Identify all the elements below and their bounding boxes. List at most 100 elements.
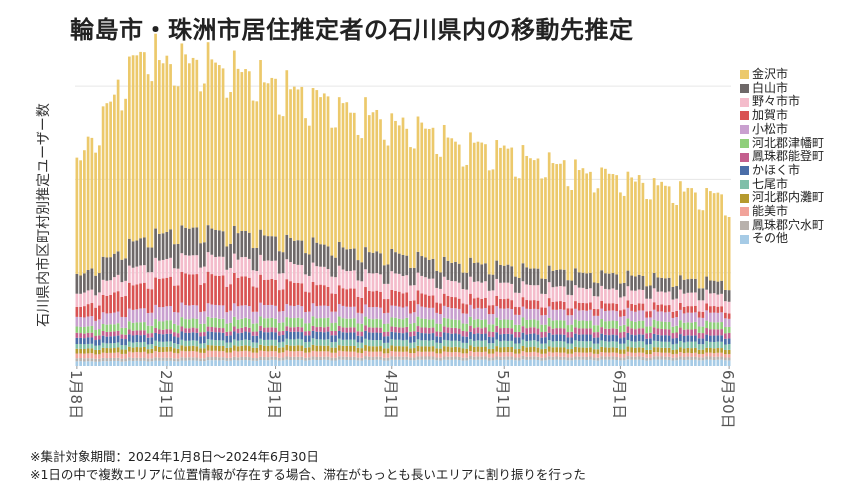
bar-segment <box>540 324 544 333</box>
bar-segment <box>244 360 247 366</box>
bar-segment <box>420 327 424 334</box>
bar-segment <box>420 333 424 341</box>
bar-segment <box>634 356 637 360</box>
bar-segment <box>330 357 334 361</box>
bar-segment <box>240 318 244 328</box>
bar-segment <box>664 341 667 348</box>
bar-segment <box>131 342 135 348</box>
bar-segment <box>450 138 454 263</box>
bar-segment <box>187 332 191 341</box>
bar-segment <box>409 331 412 337</box>
bar-segment <box>390 356 394 360</box>
bar-segment <box>574 340 577 347</box>
bar-segment <box>131 55 135 242</box>
bar-segment <box>146 288 150 313</box>
bar-segment <box>487 349 491 354</box>
bar-segment <box>277 322 281 332</box>
bar-segment <box>379 291 382 308</box>
bar-segment <box>656 341 660 348</box>
bar-segment <box>247 258 251 278</box>
bar-segment <box>671 354 675 358</box>
bar-segment <box>124 280 127 297</box>
bar-segment <box>487 274 491 291</box>
bar-segment <box>154 360 157 366</box>
bar-segment <box>566 332 570 338</box>
bar-segment <box>202 242 206 267</box>
bar-segment <box>83 327 86 334</box>
bar-segment <box>289 359 292 366</box>
bar-segment <box>187 228 191 256</box>
bar-segment <box>202 343 206 349</box>
bar-segment <box>446 356 450 360</box>
bar-segment <box>664 329 667 336</box>
bar-segment <box>334 352 337 358</box>
bar-segment <box>206 225 210 253</box>
bar-segment <box>262 82 266 236</box>
bar-segment <box>382 299 386 314</box>
bar-segment <box>375 109 379 252</box>
bar-segment <box>364 356 367 360</box>
bar-segment <box>675 310 678 318</box>
bar-segment <box>244 356 247 361</box>
bar-segment <box>671 333 675 339</box>
bar-segment <box>232 50 236 226</box>
bar-segment <box>397 359 401 366</box>
bar-segment <box>401 327 405 334</box>
bar-segment <box>589 273 592 289</box>
bar-segment <box>157 233 161 261</box>
bar-segment <box>176 325 180 334</box>
bar-segment <box>532 333 536 341</box>
bar-segment <box>379 332 382 341</box>
bar-segment <box>694 329 697 336</box>
bar-segment <box>671 326 675 334</box>
bar-segment <box>206 339 210 346</box>
bar-segment <box>457 144 461 264</box>
bar-segment <box>236 259 240 278</box>
bar-segment <box>544 293 547 308</box>
bar-segment <box>345 332 349 340</box>
bar-segment <box>232 350 236 357</box>
bar-segment <box>690 359 693 366</box>
bar-segment <box>446 137 450 261</box>
bar-segment <box>135 357 139 361</box>
bar-segment <box>679 289 682 303</box>
bar-segment <box>686 187 690 280</box>
bar-segment <box>622 353 626 358</box>
bar-segment <box>334 127 337 258</box>
bar-segment <box>540 332 544 338</box>
bar-segment <box>90 289 94 304</box>
bar-segment <box>716 281 720 295</box>
legend-label: 能美市 <box>752 204 789 219</box>
bar-segment <box>128 282 131 309</box>
bar-segment <box>274 356 277 360</box>
bar-segment <box>641 310 645 321</box>
bar-segment <box>337 345 341 351</box>
bar-segment <box>154 33 157 229</box>
bar-segment <box>562 328 566 335</box>
bar-segment <box>476 351 480 357</box>
bar-segment <box>184 305 187 320</box>
bar-segment <box>495 356 499 360</box>
bar-segment <box>667 352 671 357</box>
bar-segment <box>634 304 637 312</box>
bar-segment <box>439 331 442 337</box>
bar-segment <box>86 353 90 359</box>
bar-segment <box>619 357 622 361</box>
bar-segment <box>364 316 367 326</box>
bar-segment <box>675 353 678 358</box>
bar-segment <box>292 331 296 340</box>
bar-segment <box>341 351 345 357</box>
bar-segment <box>401 319 405 328</box>
bar-segment <box>581 341 585 348</box>
bar-segment <box>622 349 626 354</box>
bar-segment <box>120 110 124 260</box>
bar-segment <box>225 360 229 366</box>
bar-segment <box>690 353 693 357</box>
bar-segment <box>356 342 360 348</box>
bar-segment <box>412 300 416 313</box>
bar-segment <box>712 312 716 323</box>
bar-segment <box>382 353 386 358</box>
bar-segment <box>577 310 581 321</box>
bar-segment <box>664 352 667 357</box>
bar-segment <box>397 356 401 360</box>
